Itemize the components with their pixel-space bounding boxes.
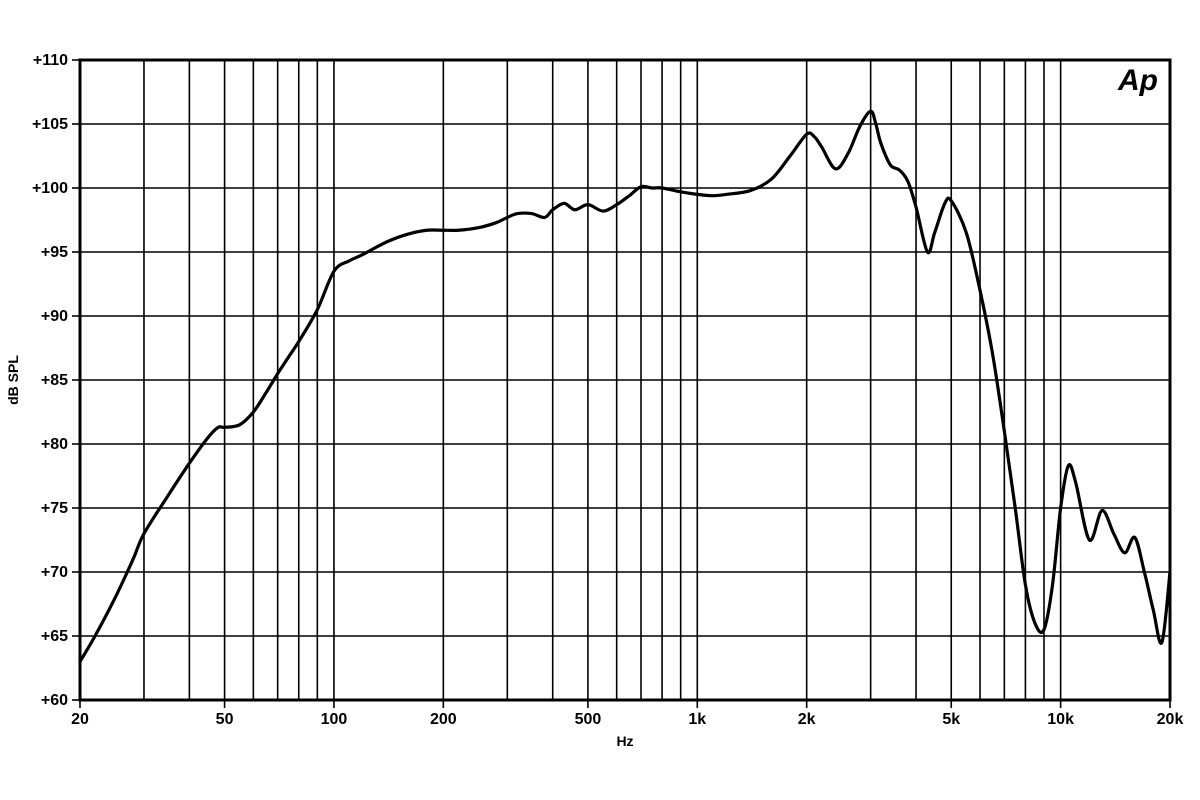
x-axis-label: Hz bbox=[616, 733, 633, 749]
xtick-label: 1k bbox=[688, 711, 706, 728]
xtick-label: 500 bbox=[575, 711, 602, 728]
response-curve bbox=[80, 111, 1170, 661]
ytick-label: +110 bbox=[33, 52, 68, 69]
ytick-label: +80 bbox=[41, 436, 68, 453]
y-tick-labels: +60 +65 +70 +75 +80 +85 +90 +95 +100 +105 +110 bbox=[32, 52, 68, 709]
xtick-label: 5k bbox=[942, 711, 960, 728]
grid-layer bbox=[72, 60, 1170, 708]
frequency-response-chart: +60 +65 +70 +75 +80 +85 +90 +95 +100 +105 +110 20 5… bbox=[0, 0, 1200, 800]
ytick-label: +105 bbox=[32, 116, 68, 133]
y-axis-label: dB SPL bbox=[5, 355, 21, 405]
xtick-label: 2k bbox=[798, 711, 816, 728]
xtick-label: 20 bbox=[71, 711, 89, 728]
x-tick-labels: 20 50 100 200 500 1k 2k 5k 10k 20k bbox=[71, 711, 1183, 728]
ytick-label: +85 bbox=[41, 372, 68, 389]
xtick-label: 10k bbox=[1047, 711, 1074, 728]
chart-svg: +60 +65 +70 +75 +80 +85 +90 +95 +100 +105 +110 20 5… bbox=[0, 0, 1200, 800]
ytick-label: +70 bbox=[41, 564, 68, 581]
xtick-label: 20k bbox=[1157, 711, 1184, 728]
xtick-label: 100 bbox=[321, 711, 348, 728]
ytick-label: +65 bbox=[41, 628, 68, 645]
ytick-label: +95 bbox=[41, 244, 68, 261]
ytick-label: +90 bbox=[41, 308, 68, 325]
data-line bbox=[80, 111, 1170, 661]
xtick-label: 50 bbox=[216, 711, 234, 728]
ytick-label: +75 bbox=[41, 500, 68, 517]
xtick-label: 200 bbox=[430, 711, 457, 728]
ytick-label: +60 bbox=[41, 692, 68, 709]
ytick-label: +100 bbox=[32, 180, 68, 197]
ap-logo: Ap bbox=[1117, 64, 1158, 97]
